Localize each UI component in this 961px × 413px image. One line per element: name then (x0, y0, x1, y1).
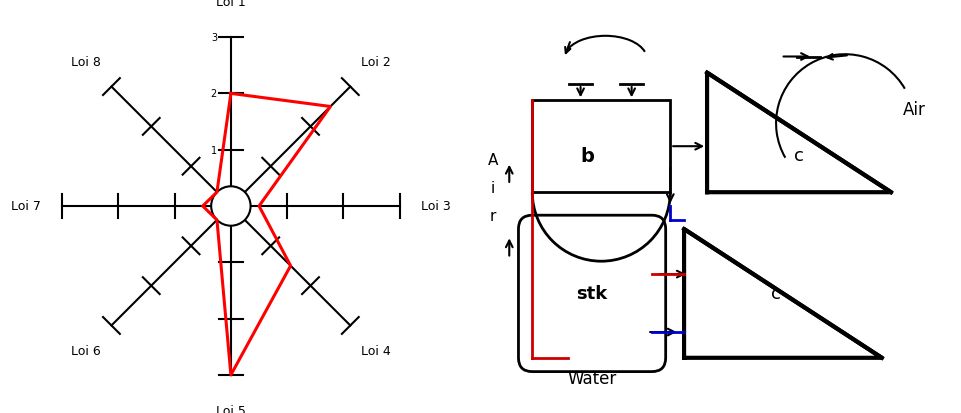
FancyBboxPatch shape (518, 216, 665, 372)
Text: Water: Water (567, 370, 616, 387)
Text: Loi 4: Loi 4 (360, 344, 390, 357)
Text: c: c (794, 147, 803, 165)
Text: Loi 2: Loi 2 (360, 56, 390, 69)
Text: 2: 2 (210, 89, 217, 99)
Text: stk: stk (576, 285, 607, 303)
Text: Loi 5: Loi 5 (215, 404, 246, 413)
Circle shape (211, 187, 250, 226)
Text: Loi 1: Loi 1 (216, 0, 245, 9)
Text: i: i (490, 180, 495, 196)
Text: r: r (489, 208, 496, 223)
Text: Loi 6: Loi 6 (71, 344, 101, 357)
Text: Air: Air (901, 101, 924, 119)
Text: c: c (771, 285, 780, 303)
Text: A: A (487, 153, 498, 168)
Text: b: b (579, 147, 594, 166)
Text: Loi 3: Loi 3 (420, 200, 450, 213)
Bar (531, 101, 670, 193)
Text: 1: 1 (210, 145, 217, 155)
Text: Loi 8: Loi 8 (71, 56, 101, 69)
Text: Loi 7: Loi 7 (12, 200, 41, 213)
Text: 3: 3 (210, 33, 217, 43)
